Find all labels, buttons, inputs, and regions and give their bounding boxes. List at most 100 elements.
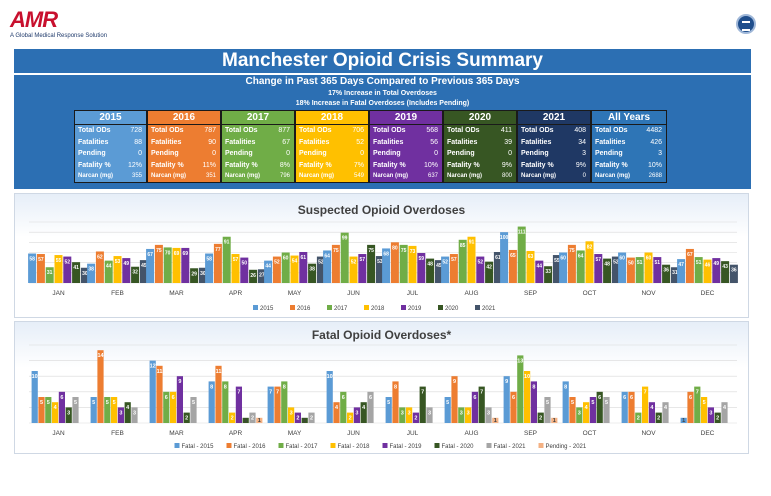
bar-2021-jul [434,260,443,283]
stat-value: 411 [500,127,512,134]
data-label: 58 [206,257,212,263]
year-box-header: 2019 [370,111,442,125]
bar-2018-nov [644,252,653,283]
bar-2018-mar [172,247,181,283]
data-label: 6 [172,395,175,401]
bar-2017-nov [635,257,644,283]
summary-line-fatal: 18% Increase in Fatal Overdoses (Include… [295,100,470,107]
bar-2018-jan [54,255,63,283]
data-label: 3 [487,410,490,416]
bar-2020-mar [190,268,199,283]
year-box-header: 2017 [222,111,294,125]
stat-label: Pending [521,150,549,157]
bar-fatal---2020-oct [596,391,603,423]
year-box-header: All Years [592,111,666,125]
data-label: 6 [598,395,601,401]
data-label: 67 [147,252,153,258]
bar-2019-feb [122,258,131,283]
data-label: 6 [342,395,345,401]
data-label: 9 [178,379,181,385]
bar-fatal---2021-aug [485,407,492,423]
stat-label: Pending [595,150,623,157]
year-box-row: Narcan (mg) 800 [444,171,516,183]
stat-label: Fatalities [225,138,256,146]
stat-label: Narcan (mg) [373,173,409,179]
x-axis-label: JUL [407,430,419,437]
legend-label: 2021 [482,306,496,312]
bar-fatal---2020-nov [655,412,662,423]
stat-value: 800 [501,173,512,179]
data-label: 57 [596,257,602,263]
data-label: 1 [258,418,261,424]
page-title: Manchester Opioid Crisis Summary [14,49,751,73]
bar-fatal---2018-dec [701,397,708,423]
legend-label: 2020 [445,306,459,312]
stat-value: 34 [578,138,586,146]
stat-value: 3 [582,150,586,157]
stat-value: 426 [650,138,662,146]
year-box-row: Total ODs 568 [370,125,442,137]
legend-label: Fatal - 2016 [234,444,267,450]
bar-2015-oct [559,252,568,283]
x-axis-label: APR [229,430,243,437]
bar-2018-apr [231,254,240,283]
bar-2021-dec [729,264,738,283]
bar-fatal---2018-nov [642,386,649,423]
data-label: 5 [591,400,594,406]
bar-2019-oct [594,254,603,283]
bar-fatal---2020-sep [537,412,544,423]
year-box-row: Fatalities 67 [222,137,294,149]
data-label: 60 [560,256,566,262]
data-label: 64 [578,253,584,259]
legend-label: Fatal - 2018 [338,444,371,450]
stat-value: 0 [508,150,512,157]
stat-label: Pending [225,150,253,157]
x-axis-label: FEB [111,290,124,297]
stat-value: 90 [208,138,216,146]
data-label: 5 [387,400,390,406]
data-label: 2 [296,416,299,422]
data-label: 11 [157,369,163,375]
year-box-row: Fatality % 7% [296,160,368,172]
year-box-row: Fatality % 10% [592,160,666,172]
bar-fatal---2016-feb [97,350,104,423]
bar-2016-feb [95,251,104,283]
bar-fatal---2019-feb [117,407,124,423]
data-label: 6 [689,395,692,401]
bar-fatal---2019-jul [412,412,419,423]
data-label: 41 [73,265,79,271]
bar-fatal---2019-dec [707,407,714,423]
bar-2017-may [281,252,290,283]
bar-fatal---2015-nov [621,391,628,423]
data-label: 2 [349,416,352,422]
data-label: 6 [512,395,515,401]
year-box-row: Narcan (mg) 549 [296,171,368,183]
data-label: 58 [29,257,35,263]
bar-2017-mar [163,247,172,283]
data-label: 6 [623,395,626,401]
year-box-row: Narcan (mg) 637 [370,171,442,183]
legend-swatch [330,443,336,448]
stat-label: Fatalities [595,138,626,146]
legend-swatch [538,443,544,448]
data-label: 51 [637,260,643,266]
data-label: 9 [505,379,508,385]
stat-value: 549 [353,173,364,179]
data-label: 61 [495,255,501,261]
bar-fatal---2015-jun [326,371,333,423]
data-label: 44 [106,264,112,270]
bar-fatal---2015-aug [444,397,451,423]
stat-label: Fatalities [78,138,109,146]
stat-value: 0 [360,150,364,157]
legend-swatch [434,443,440,448]
bar-2015-dec [677,259,686,283]
bar-fatal---2018-aug [465,407,472,423]
year-box-row: Narcan (mg) 796 [222,171,294,183]
data-label: 27 [259,272,265,278]
legend-swatch [486,443,492,448]
data-label: 10 [524,374,530,380]
stat-value: 67 [282,138,290,146]
data-label: 8 [532,384,535,390]
data-label: 6 [630,395,633,401]
